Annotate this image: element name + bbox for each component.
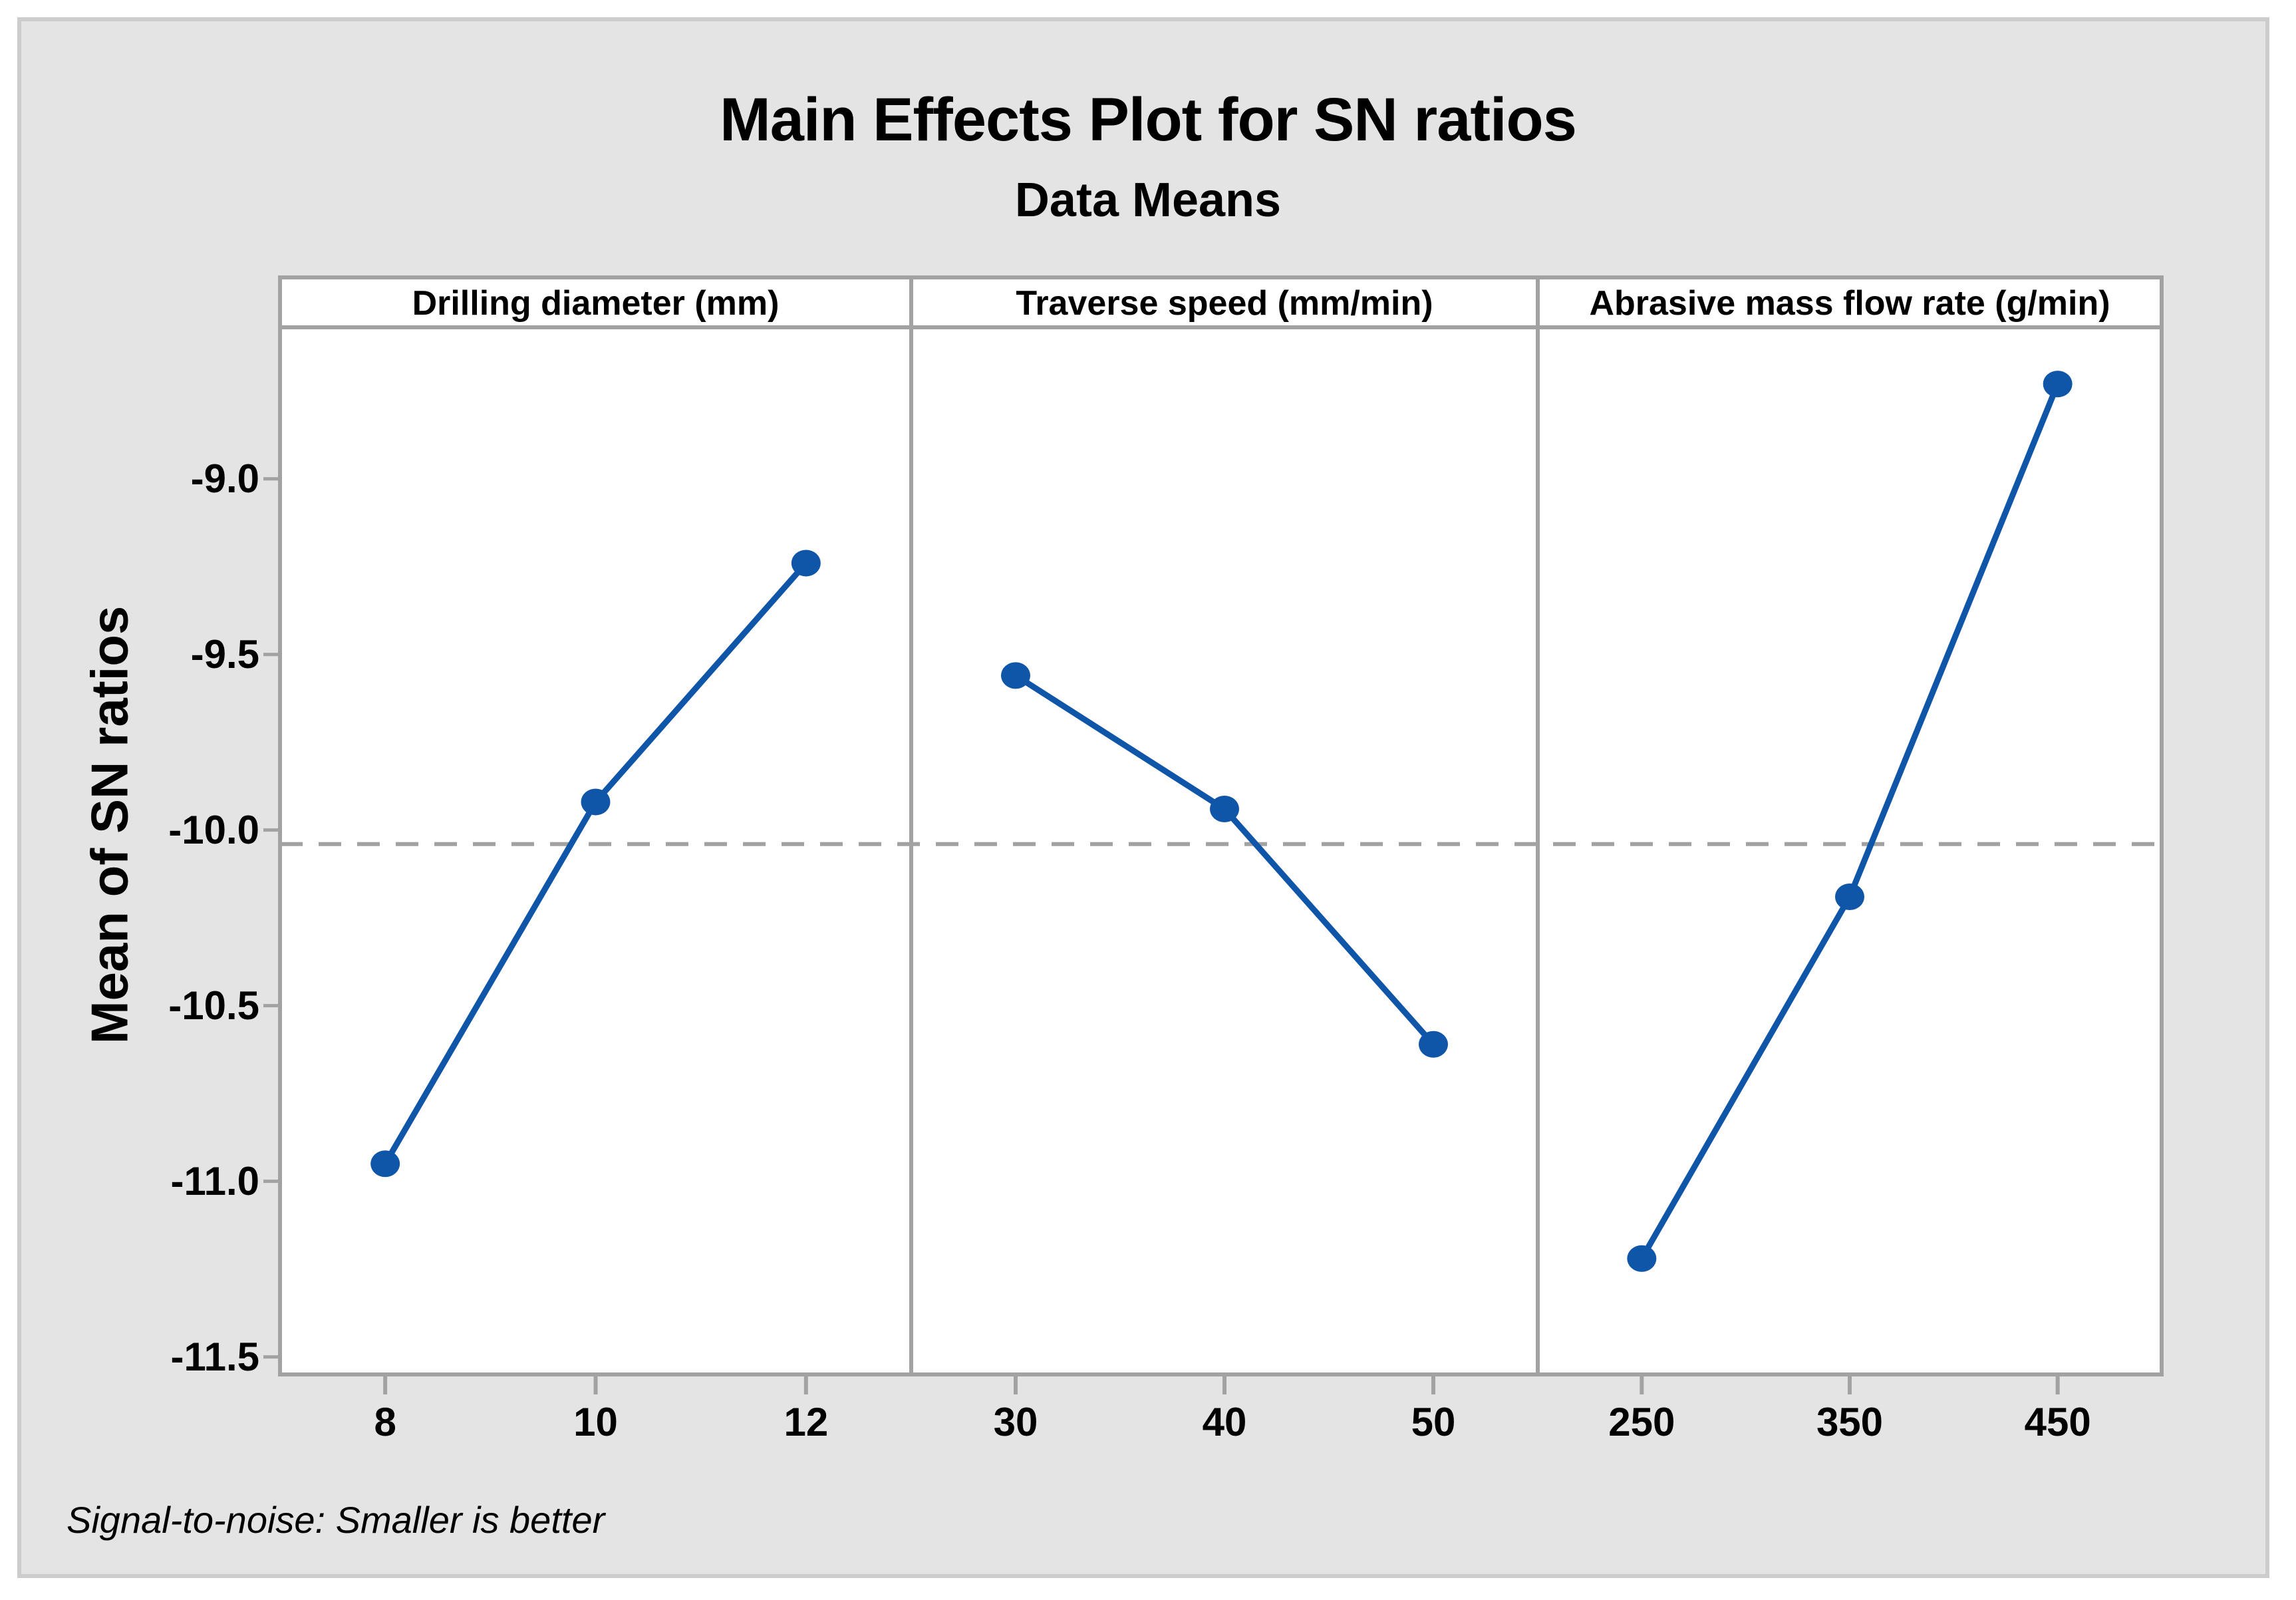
panel-header: Traverse speed (mm/min) [1016, 284, 1433, 323]
x-tick-label: 250 [1608, 1400, 1675, 1444]
x-tick-label: 30 [993, 1400, 1038, 1444]
data-point-marker [1627, 1245, 1657, 1272]
y-tick-label: -11.5 [170, 1334, 259, 1379]
x-tick-label: 40 [1202, 1400, 1247, 1444]
x-tick-label: 8 [374, 1400, 396, 1444]
data-point-marker [1001, 662, 1030, 689]
y-tick-label: -9.5 [190, 631, 259, 677]
x-tick-label: 450 [2024, 1400, 2091, 1444]
y-tick-label: -10.0 [168, 807, 259, 852]
x-tick-label: 350 [1816, 1400, 1884, 1444]
panel-header: Abrasive mass flow rate (g/min) [1589, 284, 2110, 323]
y-tick-label: -9.0 [190, 456, 259, 501]
chart-subtitle: Data Means [1014, 174, 1282, 227]
chart-title: Main Effects Plot for SN ratios [720, 86, 1577, 154]
plot-background [278, 275, 2164, 1376]
data-point-marker [1419, 1031, 1448, 1058]
x-tick-label: 10 [573, 1400, 618, 1444]
data-point-marker [370, 1150, 400, 1178]
panel-header: Drilling diameter (mm) [412, 284, 780, 323]
x-tick-label: 50 [1411, 1400, 1456, 1444]
x-tick-label: 12 [784, 1400, 829, 1444]
footnote-text: Signal-to-noise: Smaller is better [67, 1499, 605, 1541]
data-point-marker [1835, 883, 1864, 910]
data-point-marker [581, 788, 611, 816]
data-point-marker [1210, 796, 1239, 823]
y-tick-label: -11.0 [170, 1158, 259, 1203]
data-point-marker [2043, 371, 2073, 398]
data-point-marker [791, 550, 821, 577]
y-tick-label: -10.5 [168, 983, 259, 1028]
